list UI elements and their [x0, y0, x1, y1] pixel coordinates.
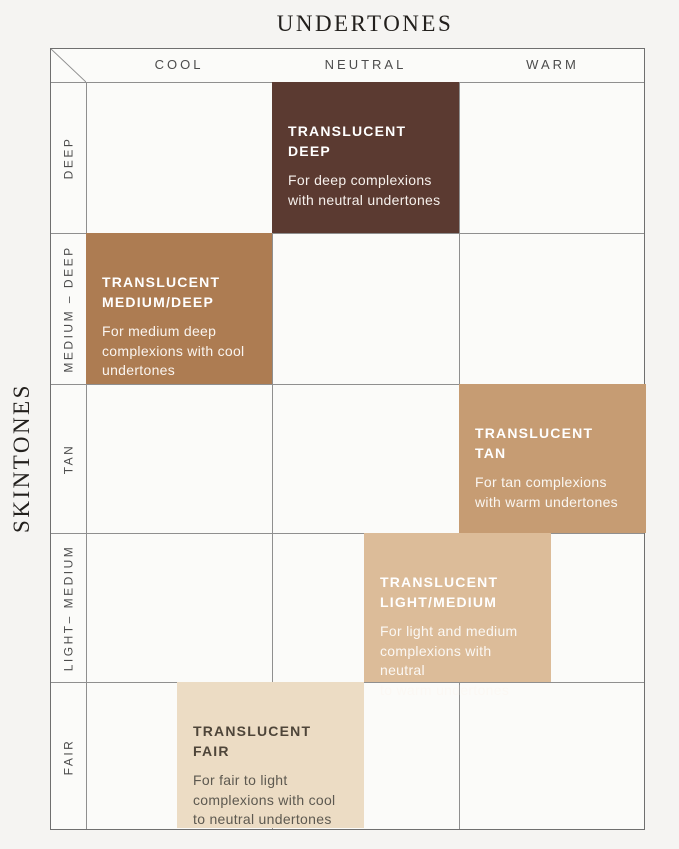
row-header-deep: DEEP: [51, 82, 86, 233]
corner-diagonal-line: [51, 49, 86, 82]
grid-line-row-1: [51, 233, 644, 234]
cell-description: For deep complexions with neutral undert…: [288, 172, 441, 208]
row-header-medium-deep: MEDIUM – DEEP: [51, 233, 86, 384]
cell-translucent-tan: TRANSLUCENT TAN For tan complexions with…: [459, 384, 646, 533]
cell-description: For tan complexions with warm undertones: [475, 474, 618, 510]
cell-description: For medium deep complexions with cool un…: [102, 323, 245, 379]
cell-description: For fair to light complexions with cool …: [193, 772, 336, 828]
row-header-label: MEDIUM – DEEP: [61, 244, 76, 373]
row-header-tan: TAN: [51, 384, 86, 533]
skintones-axis-title: SKINTONES: [9, 383, 34, 533]
row-header-label: DEEP: [61, 136, 76, 179]
row-header-fair: FAIR: [51, 682, 86, 831]
cell-translucent-deep: TRANSLUCENT DEEP For deep complexions wi…: [272, 82, 459, 233]
row-header-light-medium: LIGHT– MEDIUM: [51, 533, 86, 682]
column-header-neutral: NEUTRAL: [324, 57, 407, 72]
cell-translucent-fair: TRANSLUCENT FAIR For fair to light compl…: [177, 682, 364, 828]
cell-title: TRANSLUCENT TAN: [475, 425, 594, 461]
undertones-axis-title: UNDERTONES: [276, 11, 454, 36]
cell-title: TRANSLUCENT DEEP: [288, 123, 407, 159]
row-header-label: TAN: [61, 443, 76, 474]
cell-description: For light and medium complexions with ne…: [380, 623, 518, 698]
grid-line-col-1: [272, 82, 273, 829]
grid-line-row-2: [51, 384, 644, 385]
grid-line-row-3: [51, 533, 644, 534]
cell-title: TRANSLUCENT MEDIUM/DEEP: [102, 274, 221, 310]
row-header-label: FAIR: [61, 738, 76, 775]
column-header-cool: COOL: [154, 57, 204, 72]
cell-title: TRANSLUCENT FAIR: [193, 723, 312, 759]
matrix-grid: COOL NEUTRAL WARM DEEP MEDIUM – DEEP TAN…: [50, 48, 646, 831]
cell-translucent-medium-deep: TRANSLUCENT MEDIUM/DEEP For medium deep …: [86, 233, 272, 384]
grid-line-label-column: [86, 82, 87, 829]
cell-translucent-light-medium: TRANSLUCENT LIGHT/MEDIUM For light and m…: [364, 533, 551, 698]
row-header-label: LIGHT– MEDIUM: [61, 544, 76, 671]
column-header-warm: WARM: [526, 57, 579, 72]
cell-title: TRANSLUCENT LIGHT/MEDIUM: [380, 574, 499, 610]
